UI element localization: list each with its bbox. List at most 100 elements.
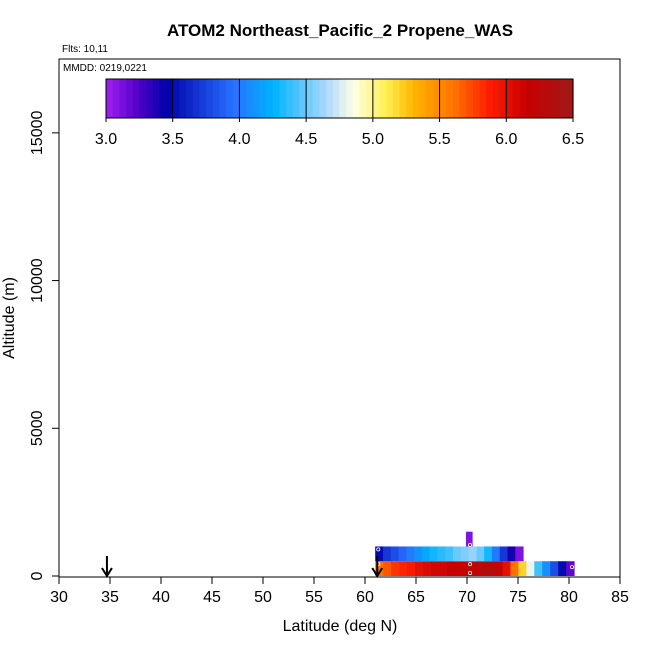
colorbar-swatch: [419, 79, 427, 118]
y-tick-label: 5000: [29, 410, 46, 446]
x-tick-label: 70: [458, 589, 476, 606]
data-cell: [526, 561, 535, 576]
data-cell: [470, 561, 480, 576]
colorbar-swatch: [132, 79, 140, 118]
colorbar-swatch: [506, 79, 514, 118]
colorbar-swatch: [179, 79, 187, 118]
colorbar-swatch: [439, 79, 447, 118]
location-arrow: [101, 556, 113, 578]
colorbar-swatch: [192, 79, 200, 118]
colorbar-swatch: [546, 79, 554, 118]
colorbar-swatch: [486, 79, 494, 118]
data-cell: [407, 561, 416, 576]
data-cell: [558, 561, 567, 576]
colorbar-swatch: [332, 79, 341, 118]
y-axis: 0 5000 10000 15000: [29, 111, 59, 580]
location-arrow: [371, 556, 384, 578]
colorbar-swatch: [532, 79, 541, 118]
arrows-layer: [101, 556, 384, 578]
colorbar-swatch: [139, 79, 147, 118]
data-cell: [391, 561, 400, 576]
data-cell: [550, 561, 559, 576]
colorbar-swatch: [292, 79, 301, 118]
data-cell: [375, 546, 384, 562]
data-cell: [476, 546, 485, 562]
data-cell: [460, 546, 470, 562]
colorbar-swatch: [386, 79, 394, 118]
data-cell: [454, 561, 464, 576]
colorbar-swatch: [539, 79, 547, 118]
colorbar-tick-label: 5.5: [428, 131, 450, 148]
data-cell: [502, 561, 511, 576]
data-cell: [375, 561, 384, 576]
colorbar-swatch: [219, 79, 227, 118]
x-axis-label: Latitude (deg N): [283, 618, 398, 635]
colorbar-tick-label: 3.5: [162, 131, 184, 148]
colorbar-swatch: [492, 79, 501, 118]
colorbar-swatch: [159, 79, 167, 118]
colorbar-swatch: [259, 79, 267, 118]
colorbar-swatch: [452, 79, 461, 118]
colorbar-swatch: [206, 79, 214, 118]
colorbar-swatch: [459, 79, 467, 118]
colorbar-swatch: [432, 79, 441, 118]
colorbar-swatch: [346, 79, 354, 118]
data-cell: [515, 546, 524, 562]
data-cell: [446, 561, 456, 576]
data-cell: [406, 546, 415, 562]
data-cell: [382, 546, 392, 562]
x-tick-label: 85: [611, 589, 629, 606]
colorbar-swatch: [112, 79, 120, 118]
data-cell: [430, 561, 440, 576]
sample-point: [468, 571, 473, 576]
colorbar-swatch: [499, 79, 507, 118]
data-cell: [510, 561, 519, 576]
data-cell: [534, 561, 543, 576]
data-cell: [468, 546, 477, 562]
colorbar-swatch: [266, 79, 274, 118]
colorbar-swatch: [319, 79, 327, 118]
colorbar-swatch: [412, 79, 421, 118]
colorbar-tick-label: 4.0: [228, 131, 250, 148]
colorbar-tick-label: 6.5: [562, 131, 584, 148]
colorbar-swatch: [392, 79, 401, 118]
data-layer: [375, 531, 575, 576]
colorbar-tick-label: 6.0: [495, 131, 517, 148]
data-cell: [499, 546, 509, 562]
data-cell: [421, 546, 431, 562]
data-cell: [478, 561, 488, 576]
data-cell: [507, 546, 516, 562]
colorbar-swatch: [226, 79, 234, 118]
y-tick-label: 0: [29, 571, 46, 580]
colorbar-swatch: [379, 79, 387, 118]
data-cell: [390, 546, 400, 562]
x-tick-label: 60: [356, 589, 374, 606]
data-cell: [494, 561, 503, 576]
colorbar-swatch: [246, 79, 254, 118]
colorbar-swatch: [152, 79, 160, 118]
colorbar-swatch: [426, 79, 434, 118]
colorbar-swatch: [372, 79, 381, 118]
data-cell: [383, 561, 392, 576]
colorbar-swatch: [239, 79, 247, 118]
data-cell: [462, 561, 472, 576]
colorbar-swatch: [566, 79, 574, 118]
data-cell: [422, 561, 432, 576]
x-axis: 30 35 40 45 50 55 60 65 70 75 80 85: [50, 577, 629, 606]
colorbar-swatch: [279, 79, 287, 118]
colorbar-swatch: [366, 79, 374, 118]
sample-point: [570, 565, 575, 570]
colorbar-swatch: [352, 79, 361, 118]
colorbar-swatch: [359, 79, 367, 118]
data-cell: [453, 546, 462, 562]
colorbar-swatch: [519, 79, 527, 118]
data-cell: [542, 561, 551, 576]
colorbar-swatch: [146, 79, 154, 118]
mmdd-label: MMDD: 0219,0221: [63, 63, 147, 74]
colorbar-swatch: [446, 79, 454, 118]
y-axis-label: Altitude (m): [1, 277, 18, 359]
x-tick-label: 75: [509, 589, 527, 606]
sample-point: [468, 542, 473, 547]
colorbar-swatch: [286, 79, 294, 118]
